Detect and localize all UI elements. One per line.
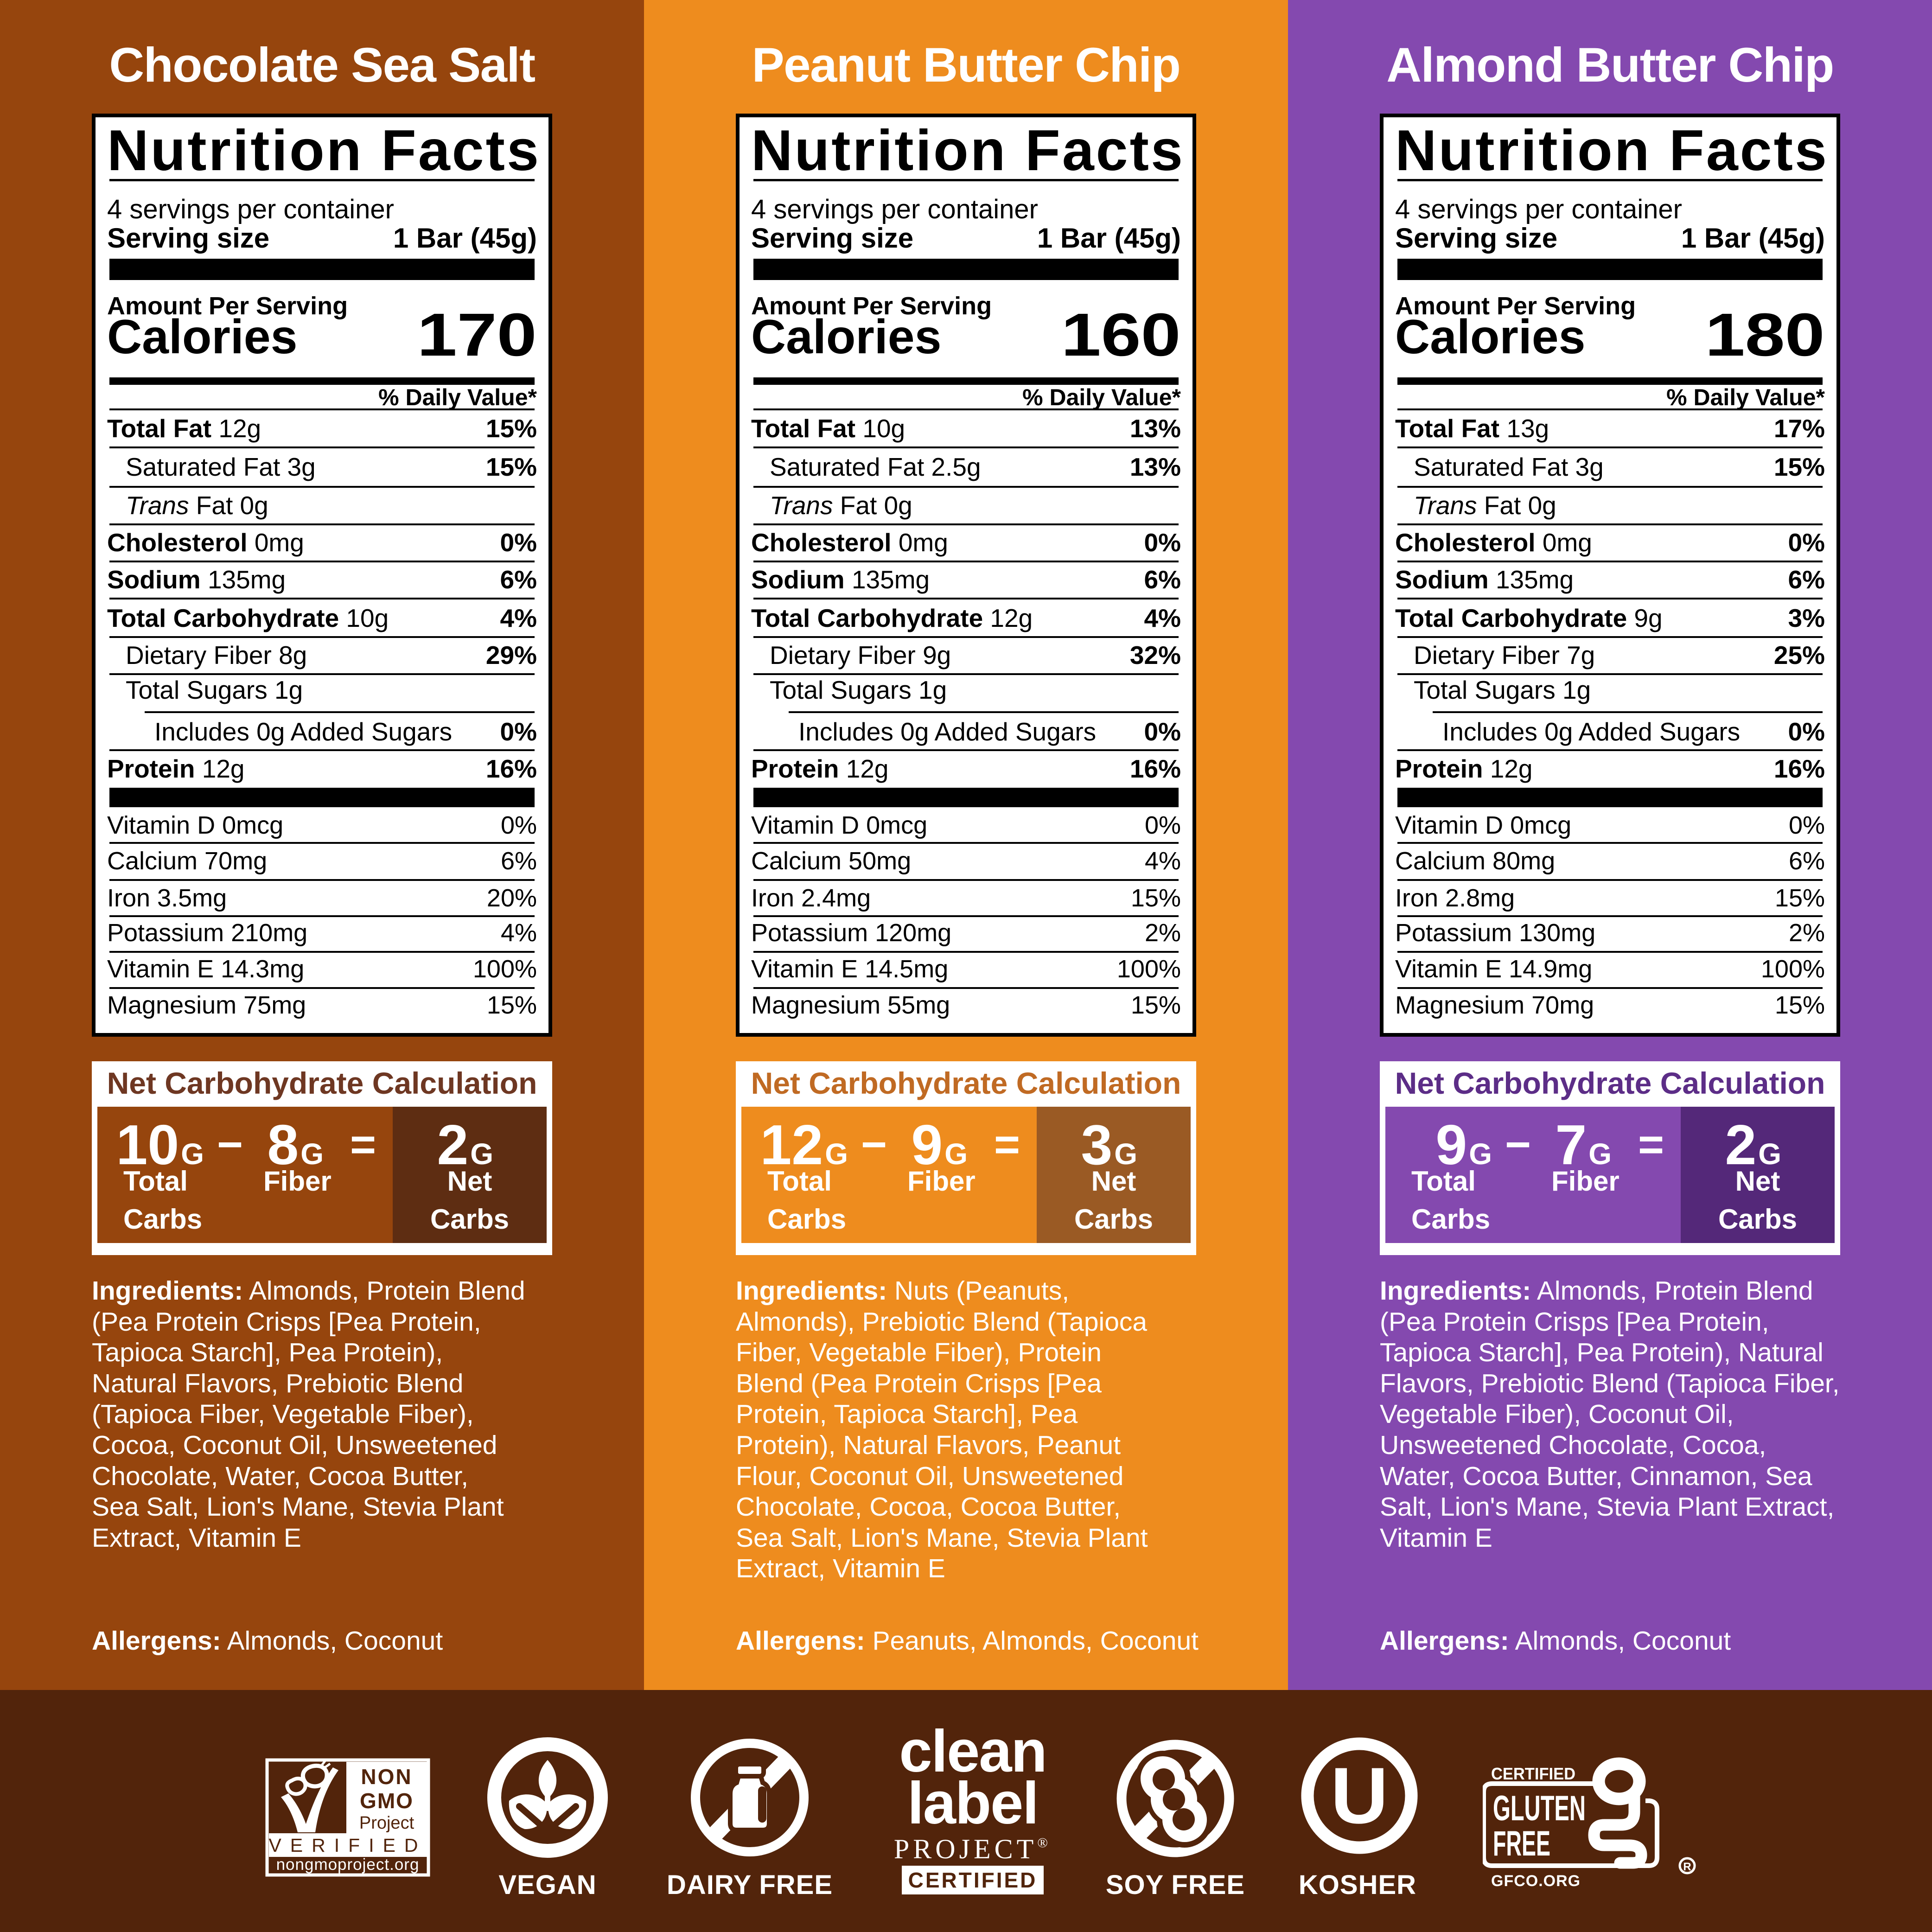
- svg-text:GMO: GMO: [360, 1789, 414, 1813]
- svg-text:nongmoproject.org: nongmoproject.org: [276, 1855, 420, 1874]
- svg-text:NON: NON: [361, 1765, 412, 1789]
- svg-text:R: R: [1683, 1861, 1691, 1873]
- svg-text:CERTIFIED: CERTIFIED: [1491, 1764, 1575, 1783]
- svg-text:Project: Project: [359, 1813, 414, 1833]
- svg-text:GLUTEN: GLUTEN: [1493, 1789, 1586, 1828]
- svg-text:VERIFIED: VERIFIED: [268, 1835, 427, 1856]
- svg-text:U: U: [1331, 1751, 1388, 1840]
- svg-text:GFCO.ORG: GFCO.ORG: [1491, 1872, 1581, 1890]
- svg-text:FREE: FREE: [1493, 1824, 1550, 1863]
